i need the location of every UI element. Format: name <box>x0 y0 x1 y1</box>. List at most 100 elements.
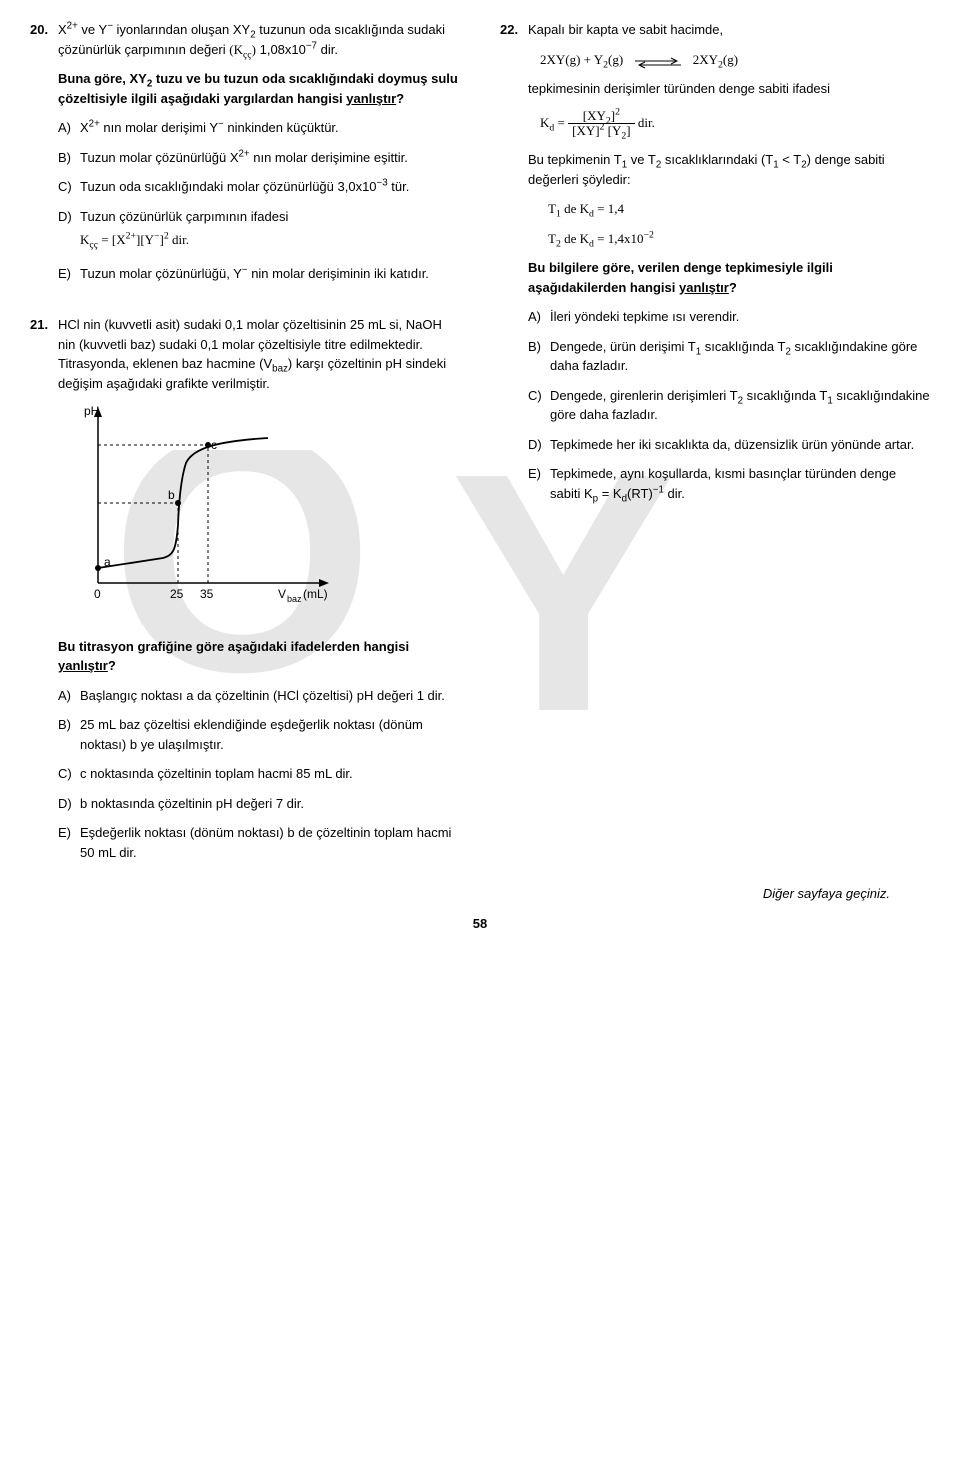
t: yanlıştır <box>679 280 729 295</box>
t: −2 <box>643 229 653 240</box>
option-d: D)Tepkimede her iki sıcaklıkta da, düzen… <box>528 435 930 455</box>
t2kd: T2 de Kd = 1,4x10−2 <box>548 229 930 249</box>
t: ? <box>729 280 737 295</box>
q20-prompt: Buna göre, XY2 tuzu ve bu tuzun oda sıca… <box>58 69 460 108</box>
t: (RT) <box>627 486 653 501</box>
t: tepkimesinin derişimler türünden denge s… <box>528 79 930 99</box>
question-number: 21. <box>30 315 58 872</box>
opt-label: A) <box>528 307 550 327</box>
t: = K <box>598 486 622 501</box>
t: Tuzun molar çözünürlüğü, Y <box>80 266 242 281</box>
q21-intro: HCl nin (kuvvetli asit) sudaki 0,1 molar… <box>58 315 460 393</box>
opt-label: A) <box>58 118 80 138</box>
opt-label: A) <box>58 686 80 706</box>
opt-label: D) <box>58 207 80 254</box>
question-21: 21. HCl nin (kuvvetli asit) sudaki 0,1 m… <box>30 315 460 872</box>
option-c: C) Dengede, girenlerin derişimleri T2 sı… <box>528 386 930 425</box>
t: Tuzun oda sıcaklığındaki molar çözünürlü… <box>80 179 377 194</box>
option-e: E) Tuzun molar çözünürlüğü, Y− nin molar… <box>58 264 460 284</box>
svg-text:25: 25 <box>170 587 184 601</box>
t: tür. <box>388 179 410 194</box>
option-e: E)Eşdeğerlik noktası (dönüm noktası) b d… <box>58 823 460 862</box>
question-20: 20. X2+ ve Y− iyonlarından oluşan XY2 tu… <box>30 20 460 293</box>
t: nın molar derişimi Y <box>100 120 218 135</box>
t: (K <box>229 42 243 57</box>
t: Dengede, girenlerin derişimleri T <box>550 388 738 403</box>
opt-body: Dengede, ürün derişimi T1 sıcaklığında T… <box>550 337 930 376</box>
t: çç <box>243 49 252 60</box>
option-a: A)Başlangıç noktası a da çözeltinin (HCl… <box>58 686 460 706</box>
q22-intro: Kapalı bir kapta ve sabit hacimde, <box>528 20 930 40</box>
ylabel: pH <box>84 404 99 418</box>
opt-label: E) <box>528 464 550 503</box>
opt-label: E) <box>58 264 80 284</box>
eq: Kçç = [X2+][Y−]2 dir. <box>80 230 460 250</box>
option-a: A)İleri yöndeki tepkime ısı verendir. <box>528 307 930 327</box>
opt-label: B) <box>58 715 80 754</box>
svg-text:baz: baz <box>287 594 302 604</box>
text: iyonlarından oluşan XY <box>113 22 250 37</box>
opt-body: Başlangıç noktası a da çözeltinin (HCl ç… <box>80 686 460 706</box>
option-e: E) Tepkimede, aynı koşullarda, kısmi bas… <box>528 464 930 503</box>
t: T <box>548 231 556 246</box>
kcc: (Kçç) <box>229 42 256 57</box>
t: ninkinden küçüktür. <box>224 120 339 135</box>
t1kd: T1 de Kd = 1,4 <box>548 199 930 219</box>
t: dir. <box>169 232 189 247</box>
t: nin molar derişiminin iki katıdır. <box>248 266 429 281</box>
eq-reaction: 2XY(g) + Y2(g) 2XY2(g) <box>540 50 930 70</box>
t: ? <box>108 658 116 673</box>
t: X <box>80 120 89 135</box>
page-number: 58 <box>30 914 930 934</box>
t: K <box>80 232 89 247</box>
opt-body: Tepkimede, aynı koşullarda, kısmi basınç… <box>550 464 930 503</box>
t: Tuzun çözünürlük çarpımının ifadesi <box>80 207 460 227</box>
svg-text:(mL): (mL) <box>303 587 328 601</box>
t: dir. <box>317 42 338 57</box>
t: çç <box>89 240 98 251</box>
t: sıcaklığında T <box>743 388 827 403</box>
t: yanlıştır <box>58 658 108 673</box>
opt-body: Tuzun çözünürlük çarpımının ifadesi Kçç … <box>80 207 460 254</box>
t: baz <box>272 364 288 375</box>
t: [Y <box>604 123 621 138</box>
t: T <box>548 201 556 216</box>
svg-text:35: 35 <box>200 587 214 601</box>
opt-body: Tuzun molar çözünürlüğü X2+ nın molar de… <box>80 148 460 168</box>
opt-body: c noktasında çözeltinin toplam hacmi 85 … <box>80 764 460 784</box>
t: 2XY <box>693 52 718 67</box>
line3: Bu tepkimenin T1 ve T2 sıcaklıklarındaki… <box>528 150 930 189</box>
opt-body: Tuzun molar çözünürlüğü, Y− nin molar de… <box>80 264 460 284</box>
t: 1,08x10 <box>256 42 306 57</box>
t: Tuzun molar çözünürlüğü X <box>80 150 239 165</box>
opt-body: X2+ nın molar derişimi Y− ninkinden küçü… <box>80 118 460 138</box>
t: −7 <box>306 40 317 51</box>
titration-graph: pH a b c 0 25 35 V baz (mL) <box>68 403 460 619</box>
opt-label: D) <box>528 435 550 455</box>
t: = 1,4 <box>594 201 624 216</box>
q21-prompt: Bu titrasyon grafiğine göre aşağıdaki if… <box>58 637 460 676</box>
opt-body: Eşdeğerlik noktası (dönüm noktası) b de … <box>80 823 460 862</box>
opt-body: 25 mL baz çözeltisi eklendiğinde eşdeğer… <box>80 715 460 754</box>
t: = <box>554 114 568 129</box>
t: dir. <box>664 486 685 501</box>
option-b: B) Tuzun molar çözünürlüğü X2+ nın molar… <box>58 148 460 168</box>
svg-text:a: a <box>104 555 111 569</box>
option-d: D) Tuzun çözünürlük çarpımının ifadesi K… <box>58 207 460 254</box>
option-a: A) X2+ nın molar derişimi Y− ninkinden k… <box>58 118 460 138</box>
t: ][Y <box>136 232 154 247</box>
opt-label: C) <box>58 177 80 197</box>
question-22: 22. Kapalı bir kapta ve sabit hacimde, 2… <box>500 20 930 513</box>
t: ve T <box>627 152 656 167</box>
opt-body: Dengede, girenlerin derişimleri T2 sıcak… <box>550 386 930 425</box>
t: sıcaklığında T <box>701 339 785 354</box>
t: sıcaklıklarındaki (T <box>661 152 773 167</box>
q22-prompt: Bu bilgilere göre, verilen denge tepkime… <box>528 258 930 297</box>
t: [XY <box>583 108 606 123</box>
equilibrium-arrow-icon <box>633 55 683 67</box>
opt-body: Tepkimede her iki sıcaklıkta da, düzensi… <box>550 435 930 455</box>
svg-text:V: V <box>278 587 286 601</box>
opt-label: C) <box>58 764 80 784</box>
opt-label: B) <box>528 337 550 376</box>
t: = 1,4x10 <box>594 231 644 246</box>
